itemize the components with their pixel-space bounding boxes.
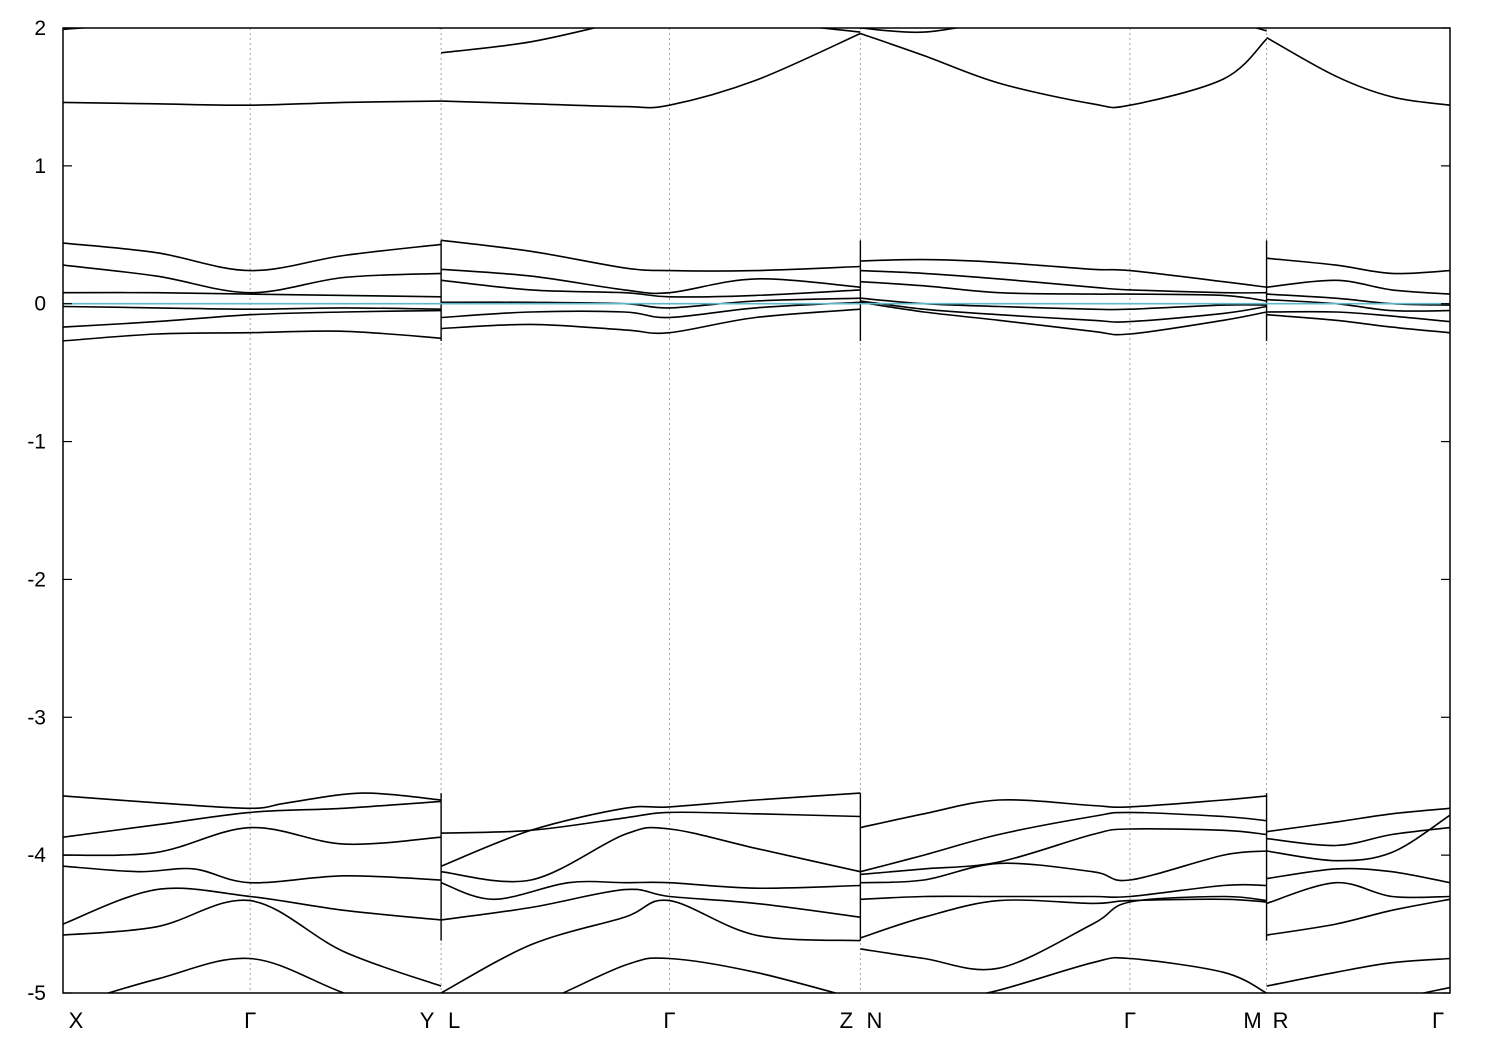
y-tick-label: -2 (27, 568, 46, 591)
y-tick-label: 2 (34, 17, 46, 40)
band-line-56 (1266, 867, 1450, 884)
band-line-25 (1266, 257, 1450, 275)
band-line-0 (63, 28, 442, 31)
band-line-2 (63, 242, 442, 272)
y-tick-label: -3 (27, 706, 46, 729)
band-line-34 (63, 865, 442, 884)
y-tick-label: 0 (34, 293, 46, 316)
band-line-37 (105, 957, 347, 993)
band-line-46 (860, 811, 1267, 873)
band-line-12 (441, 279, 861, 298)
x-tick-label: Γ (1124, 1008, 1136, 1033)
band-line-13 (441, 297, 861, 309)
y-tick-label: -5 (27, 982, 46, 1005)
band-line-53 (1266, 807, 1450, 833)
band-line-27 (1266, 293, 1450, 306)
band-line-49 (860, 883, 1267, 901)
band-line-22 (860, 300, 1267, 323)
band-line-10 (441, 239, 861, 272)
band-line-19 (860, 269, 1267, 294)
band-line-18 (860, 258, 1267, 288)
band-line-55 (1266, 814, 1450, 862)
band-line-51 (860, 895, 1267, 971)
band-line-35 (63, 887, 442, 925)
band-line-26 (1266, 279, 1450, 295)
band-lines (63, 28, 1450, 993)
band-line-8 (441, 28, 861, 54)
x-tick-label: Y (420, 1008, 435, 1033)
band-line-1 (63, 100, 442, 107)
x-tick-label: M (1243, 1008, 1261, 1033)
band-line-58 (1266, 898, 1450, 936)
band-line-6 (63, 309, 442, 328)
x-tick-label: L (448, 1008, 460, 1033)
y-tick-label: -4 (27, 844, 46, 867)
band-line-42 (440, 888, 861, 921)
x-tick-label: Γ (244, 1008, 256, 1033)
band-line-30 (1266, 313, 1450, 334)
band-line-43 (440, 899, 861, 993)
band-line-17 (860, 32, 1268, 109)
band-line-57 (1266, 881, 1450, 905)
band-line-7 (63, 330, 442, 342)
gridlines (249, 28, 1268, 993)
band-line-31 (63, 792, 442, 810)
band-line-52 (983, 956, 1267, 993)
band-line-11 (441, 268, 861, 295)
band-line-36 (63, 899, 442, 987)
band-line-3 (63, 264, 442, 294)
band-line-59 (1266, 957, 1450, 987)
band-line-14 (441, 301, 861, 319)
y-tick-label: 1 (34, 155, 46, 178)
band-line-20 (860, 280, 1267, 302)
band-line-16 (860, 28, 1267, 34)
x-tick-label: R (1273, 1008, 1289, 1033)
band-line-44 (561, 957, 839, 993)
x-tick-label: Γ (1432, 1008, 1444, 1033)
band-line-39 (440, 792, 861, 867)
band-line-24 (1266, 36, 1450, 106)
plot-frame (62, 27, 1451, 994)
x-tick-label: Γ (663, 1008, 675, 1033)
y-tick-label: -1 (27, 431, 46, 454)
band-line-48 (860, 850, 1267, 884)
band-line-45 (860, 795, 1267, 829)
x-tick-label: Z (840, 1008, 853, 1033)
band-line-33 (63, 826, 442, 857)
band-line-5 (63, 305, 442, 311)
x-tick-label: N (866, 1008, 882, 1033)
band-line-60 (1419, 986, 1450, 993)
band-line-50 (860, 898, 1267, 939)
band-line-41 (440, 880, 861, 901)
band-line-47 (860, 827, 1267, 876)
band-line-40 (441, 826, 861, 883)
band-line-15 (441, 308, 861, 335)
band-line-38 (441, 811, 861, 834)
band-line-23 (860, 301, 1267, 336)
band-line-54 (1266, 826, 1450, 847)
band-line-28 (1266, 298, 1450, 312)
band-line-4 (63, 291, 442, 298)
band-line-9 (441, 32, 861, 109)
band-line-32 (63, 800, 442, 838)
y-axis-ticks: 2 1 0 -1 -2 -3 -4 -5 (27, 17, 1450, 1005)
band-line-29 (1266, 310, 1450, 323)
x-tick-label: X (69, 1008, 84, 1033)
